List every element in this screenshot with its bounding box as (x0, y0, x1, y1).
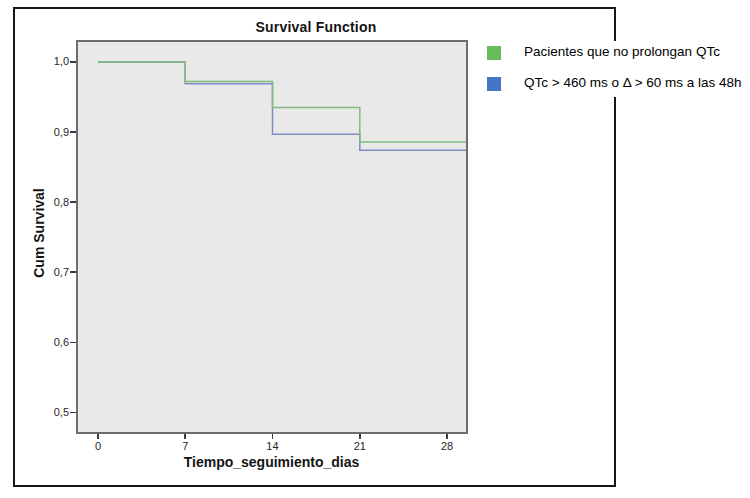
legend-swatch (487, 46, 501, 60)
legend: Pacientes que no prolongan QTc QTc > 460… (478, 41, 750, 97)
curve-no-prolongan-qtc (98, 62, 466, 142)
x-axis-label: Tiempo_seguimiento_dias (77, 454, 466, 470)
y-axis-label: Cum Survival (31, 188, 47, 277)
survival-figure: Survival Function 07142128 1,00,90,80,70… (0, 0, 750, 498)
chart-title: Survival Function (116, 19, 516, 35)
legend-label: Pacientes que no prolongan QTc (524, 44, 720, 59)
legend-swatch (487, 77, 501, 91)
legend-label: QTc > 460 ms o Δ > 60 ms a las 48h (524, 75, 742, 90)
plot-area (76, 40, 468, 434)
curve-qtc-prolongado (98, 62, 466, 150)
survival-curves-svg (78, 42, 466, 432)
